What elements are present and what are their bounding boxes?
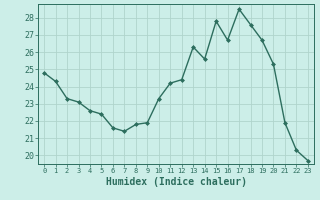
X-axis label: Humidex (Indice chaleur): Humidex (Indice chaleur) [106, 177, 246, 187]
